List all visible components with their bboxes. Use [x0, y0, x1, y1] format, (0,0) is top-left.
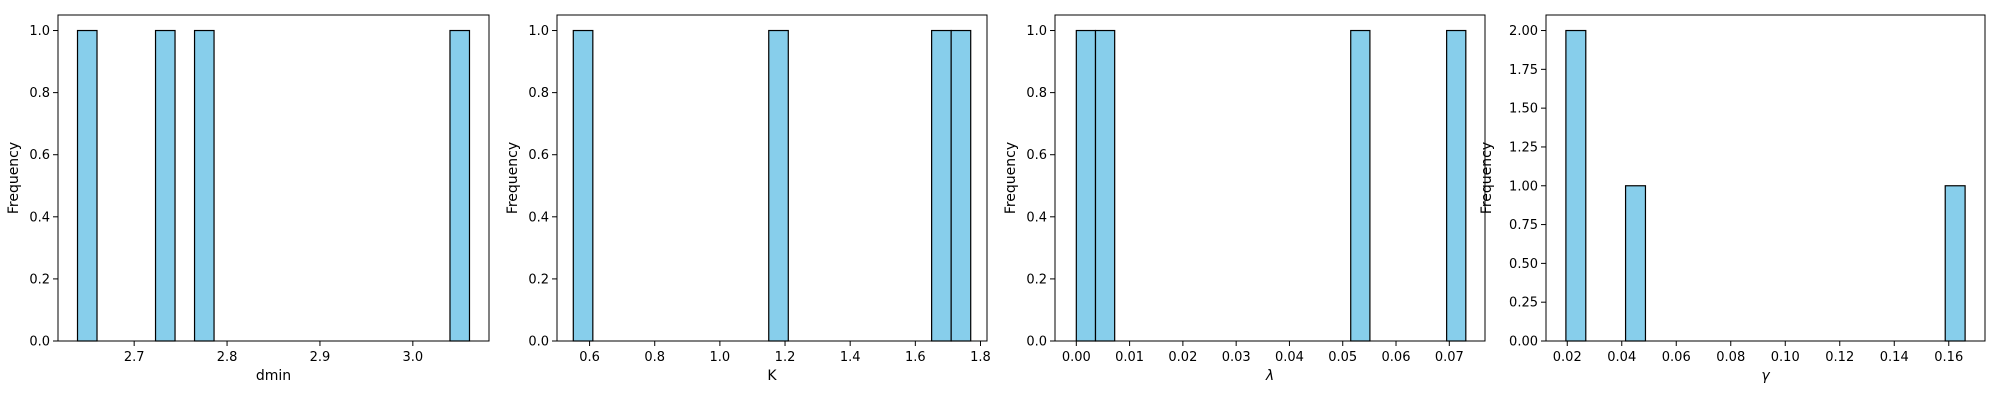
- y-tick-label-lambda-4: 0.8: [1026, 86, 1047, 101]
- x-axis-label-lambda: λ: [1265, 368, 1274, 384]
- axes-frame-dmin: [57, 14, 490, 342]
- x-axis-label-gamma: γ: [1761, 368, 1770, 384]
- x-tick-label-gamma-3: 0.08: [1716, 350, 1745, 365]
- panel-gamma: 0.02 0.04 0.06 0.08 0.10 0.12 0.14 0.16 0.00 0.25…: [1479, 14, 1986, 384]
- x-tick-label-k-5: 1.6: [905, 350, 926, 365]
- x-tick-label-dmin-1: 2.8: [217, 350, 238, 365]
- x-tick-label-k-0: 0.6: [579, 350, 600, 365]
- histogram-bar-lambda-1: [1094, 29, 1116, 342]
- y-tick-label-dmin-1: 0.2: [29, 272, 50, 287]
- y-tick-label-lambda-2: 0.4: [1026, 210, 1047, 225]
- x-tick-label-k-4: 1.4: [840, 350, 861, 365]
- y-axis-label-k: Frequency: [505, 142, 521, 214]
- y-tick-label-gamma-2: 0.50: [1509, 257, 1538, 272]
- x-tick-label-gamma-1: 0.04: [1607, 350, 1636, 365]
- x-tick-label-k-3: 1.2: [775, 350, 796, 365]
- histogram-bar-gamma-1: [1624, 185, 1647, 342]
- x-tick-label-gamma-7: 0.16: [1934, 350, 1963, 365]
- y-tick-label-gamma-4: 1.00: [1509, 179, 1538, 194]
- y-tick-label-k-3: 0.6: [528, 148, 549, 163]
- x-tick-label-gamma-4: 0.10: [1771, 350, 1800, 365]
- histogram-bar-dmin-2: [193, 29, 215, 342]
- x-tick-label-gamma-0: 0.02: [1553, 350, 1582, 365]
- y-tick-label-lambda-5: 1.0: [1026, 24, 1047, 39]
- axes-frame-gamma: [1545, 14, 1986, 342]
- y-tick-label-gamma-5: 1.25: [1509, 140, 1538, 155]
- x-tick-label-dmin-0: 2.7: [124, 350, 145, 365]
- panel-dmin: 2.7 2.8 2.9 3.0 0.0 0.2 0.4 0.6 0.8 1.0 dmin Freque…: [6, 14, 490, 384]
- y-tick-label-gamma-3: 0.75: [1509, 218, 1538, 233]
- x-axis-label-k: K: [767, 368, 777, 384]
- histogram-bar-k-0: [572, 29, 594, 342]
- x-tick-label-lambda-7: 0.07: [1435, 350, 1464, 365]
- y-tick-label-gamma-8: 2.00: [1509, 24, 1538, 39]
- histogram-bar-k-2: [931, 29, 952, 342]
- x-tick-label-k-6: 1.8: [970, 350, 991, 365]
- x-tick-label-k-2: 1.0: [710, 350, 731, 365]
- y-tick-label-gamma-6: 1.50: [1509, 102, 1538, 117]
- x-tick-label-gamma-6: 0.14: [1880, 350, 1909, 365]
- y-axis-label-gamma: Frequency: [1479, 142, 1495, 214]
- histogram-bar-lambda-3: [1446, 29, 1467, 342]
- histogram-bar-gamma-0: [1565, 29, 1587, 342]
- x-tick-label-lambda-1: 0.01: [1115, 350, 1144, 365]
- histogram-bar-gamma-2: [1944, 185, 1966, 342]
- y-tick-label-k-4: 0.8: [528, 86, 549, 101]
- y-axis-label-lambda: Frequency: [1003, 142, 1019, 214]
- histogram-bar-dmin-1: [154, 29, 176, 342]
- panel-k: 0.6 0.8 1.0 1.2 1.4 1.6 1.8 0.0 0.2 0.4 0.6 0.8 1.0 K…: [505, 14, 991, 384]
- x-tick-label-dmin-3: 3.0: [402, 350, 423, 365]
- axes-frame-k: [556, 14, 988, 342]
- y-tick-label-dmin-5: 1.0: [29, 24, 50, 39]
- y-tick-label-lambda-1: 0.2: [1026, 272, 1047, 287]
- y-tick-label-lambda-3: 0.6: [1026, 148, 1047, 163]
- x-tick-label-gamma-2: 0.06: [1662, 350, 1691, 365]
- y-tick-label-k-0: 0.0: [528, 335, 549, 350]
- y-tick-label-dmin-4: 0.8: [29, 86, 50, 101]
- histogram-bar-lambda-0: [1075, 29, 1097, 342]
- x-tick-label-k-1: 0.8: [644, 350, 665, 365]
- y-axis-label-dmin: Frequency: [6, 142, 22, 214]
- x-axis-label-dmin: dmin: [256, 368, 291, 384]
- y-tick-label-dmin-3: 0.6: [29, 148, 50, 163]
- y-tick-label-k-5: 1.0: [528, 24, 549, 39]
- x-tick-label-gamma-5: 0.12: [1825, 350, 1854, 365]
- x-tick-label-lambda-5: 0.05: [1328, 350, 1357, 365]
- y-tick-label-dmin-0: 0.0: [29, 335, 50, 350]
- histogram-bar-k-3: [950, 29, 972, 342]
- y-tick-label-k-2: 0.4: [528, 210, 549, 225]
- y-tick-label-gamma-7: 1.75: [1509, 63, 1538, 78]
- panel-lambda: 0.00 0.01 0.02 0.03 0.04 0.05 0.06 0.07 0.0 0.2 0.…: [1003, 14, 1486, 384]
- axes-frame-lambda: [1054, 14, 1486, 342]
- x-tick-label-dmin-2: 2.9: [310, 350, 331, 365]
- y-tick-label-lambda-0: 0.0: [1026, 335, 1047, 350]
- x-tick-label-lambda-0: 0.00: [1062, 350, 1091, 365]
- x-tick-label-lambda-4: 0.04: [1275, 350, 1304, 365]
- histogram-bar-lambda-2: [1350, 29, 1371, 342]
- y-tick-label-dmin-2: 0.4: [29, 210, 50, 225]
- y-tick-label-gamma-0: 0.00: [1509, 335, 1538, 350]
- x-tick-label-lambda-6: 0.06: [1382, 350, 1411, 365]
- histogram-bar-dmin-3: [449, 29, 471, 342]
- x-tick-label-lambda-2: 0.02: [1168, 350, 1197, 365]
- histogram-bar-k-1: [768, 29, 789, 342]
- x-tick-label-lambda-3: 0.03: [1222, 350, 1251, 365]
- y-tick-label-gamma-1: 0.25: [1509, 296, 1538, 311]
- histogram-bar-dmin-0: [76, 29, 98, 342]
- y-tick-label-k-1: 0.2: [528, 272, 549, 287]
